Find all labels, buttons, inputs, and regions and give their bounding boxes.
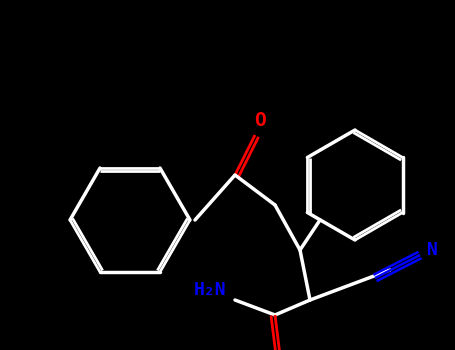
Text: H₂N: H₂N xyxy=(194,281,226,299)
Text: N: N xyxy=(427,241,437,259)
Text: O: O xyxy=(254,111,266,130)
